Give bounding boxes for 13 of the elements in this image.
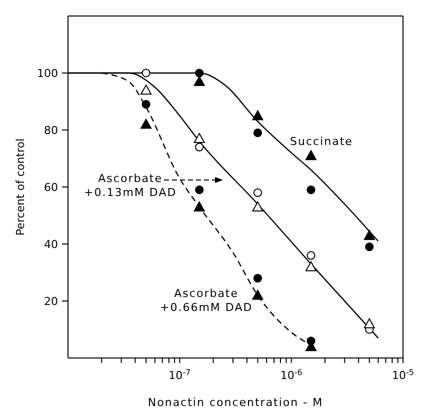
annotation: Succinate xyxy=(290,135,353,149)
x-axis-title: Nonactin concentration - M xyxy=(148,396,324,409)
y-axis-title: Percent of control xyxy=(14,138,27,236)
y-tick-label: 80 xyxy=(44,124,58,137)
x-tick-label: 10$^{-5}$ xyxy=(392,368,414,382)
x-tick-label: 10$^{-7}$ xyxy=(168,368,191,382)
y-tick-label: 60 xyxy=(44,181,58,194)
y-tick-label: 40 xyxy=(44,238,58,251)
x-tick-label: 10$^{-6}$ xyxy=(280,368,302,382)
y-tick-label: 100 xyxy=(37,67,58,80)
y-tick-label: 20 xyxy=(44,295,58,308)
annotation: Ascorbate +0.13mM DAD xyxy=(84,172,177,200)
annotation: Ascorbate +0.66mM DAD xyxy=(160,287,253,315)
